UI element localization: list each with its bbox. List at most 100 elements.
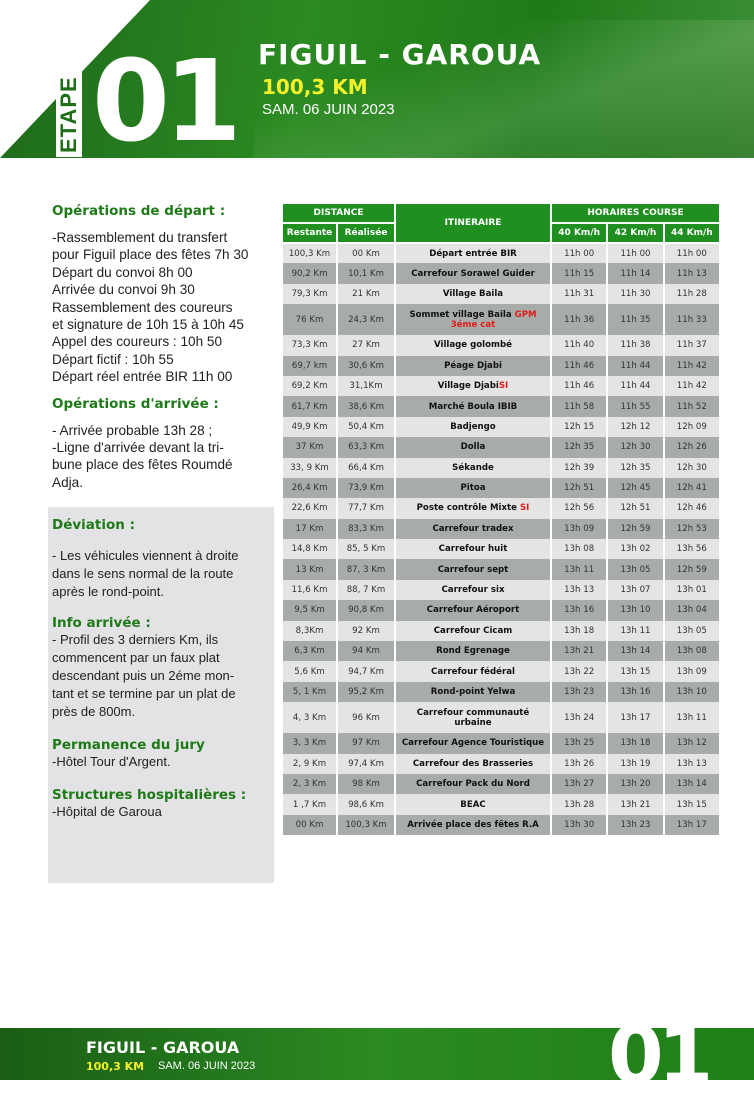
realisee-cell: 27 Km xyxy=(336,335,396,356)
time-40-cell: 13h 09 xyxy=(549,518,609,540)
time-42-cell: 13h 11 xyxy=(606,620,665,642)
time-44-cell: 12h 46 xyxy=(662,498,722,519)
time-42-cell: 13h 23 xyxy=(606,814,665,836)
time-42-cell: 11h 55 xyxy=(606,396,665,417)
realisee-cell: 88, 7 Km xyxy=(336,579,396,601)
place-name: Dolla xyxy=(460,442,486,453)
footer-distance: 100,3 KM xyxy=(86,1060,145,1073)
table-row: 79,3 Km 21 Km Village Baila 11h 31 11h 30 11h… xyxy=(281,283,722,305)
itineraire-cell: Carrefour des Brasseries xyxy=(394,753,552,774)
distance-header: DISTANCE xyxy=(281,202,396,224)
place-name: Rond-point Yelwa xyxy=(430,687,516,697)
time-44-cell: 11h 33 xyxy=(662,304,722,336)
time-40-cell: 13h 22 xyxy=(549,661,609,682)
restante-cell: 3, 3 Km xyxy=(281,733,338,754)
restante-cell: 61,7 Km xyxy=(281,396,338,417)
time-42-cell: 11h 44 xyxy=(606,355,665,376)
time-40-cell: 11h 31 xyxy=(549,283,609,305)
time-40-cell: 13h 11 xyxy=(549,559,609,580)
realisee-cell: 50,4 Km xyxy=(336,416,396,438)
time-44-cell: 12h 30 xyxy=(662,457,722,478)
place-name: Marché Boula IBIB xyxy=(428,401,518,412)
place-name: BEAC xyxy=(460,799,486,810)
time-44-cell: 11h 42 xyxy=(662,375,722,397)
realisee-header: Réalisée xyxy=(336,222,396,244)
restante-cell: 69,2 Km xyxy=(281,375,338,397)
place-name: Carrefour Cicam xyxy=(433,625,513,636)
table-row: 6,3 Km 94 Km Rond Egrenage 13h 21 13h 14 13h … xyxy=(281,641,722,662)
restante-cell: 17 Km xyxy=(281,518,338,540)
restante-cell: 11,6 Km xyxy=(281,579,338,601)
time-42-cell: 13h 14 xyxy=(606,641,665,662)
time-42-cell: 13h 16 xyxy=(606,681,665,703)
time-40-cell: 11h 46 xyxy=(549,375,609,397)
time-42-cell: 13h 17 xyxy=(606,702,665,734)
itineraire-cell: Carrefour Pack du Nord xyxy=(394,773,552,795)
footer-banner: FIGUIL - GAROUA 100,3 KM SAM. 06 JUIN 20… xyxy=(0,1016,754,1096)
table-row: 2, 9 Km 97,4 Km Carrefour des Brasseries 13… xyxy=(281,753,722,774)
place-name: Village Djabi xyxy=(437,381,499,392)
footer-stage-number: 01 xyxy=(608,1009,713,1102)
stage-distance: 100,3 KM xyxy=(262,75,368,99)
time-42-cell: 12h 59 xyxy=(606,518,665,540)
itineraire-cell: Carrefour Cicam xyxy=(394,620,552,642)
time-42-cell: 13h 05 xyxy=(606,559,665,580)
table-row: 5, 1 Km 95,2 Km Rond-point Yelwa 13h 23 13h … xyxy=(281,681,722,703)
time-44-cell: 11h 00 xyxy=(662,243,722,264)
table-row: 14,8 Km 85, 5 Km Carrefour huit 13h 08 13h 0… xyxy=(281,539,722,560)
table-row: 100,3 Km 00 Km Départ entrée BIR 11h 00 11h … xyxy=(281,243,722,264)
time-42-cell: 11h 38 xyxy=(606,335,665,356)
table-row: 33, 9 Km 66,4 Km Sékande 12h 39 12h 35 12h 30 xyxy=(281,457,722,478)
time-40-cell: 11h 58 xyxy=(549,396,609,417)
place-name: Carrefour Sorawel Guider xyxy=(411,268,535,279)
realisee-cell: 83,3 Km xyxy=(336,518,396,540)
realisee-cell: 24,3 Km xyxy=(336,304,396,336)
time-42-cell: 12h 12 xyxy=(606,416,665,438)
table-row: 26,4 Km 73,9 Km Pitoa 12h 51 12h 45 12h 41 xyxy=(281,477,722,499)
time-40-cell: 13h 28 xyxy=(549,794,609,815)
time-40-cell: 12h 35 xyxy=(549,437,609,458)
time-40-cell: 12h 39 xyxy=(549,457,609,478)
itineraire-cell: Marché Boula IBIB xyxy=(394,396,552,417)
place-name: Carrefour six xyxy=(441,585,505,596)
time-44-cell: 11h 28 xyxy=(662,283,722,305)
time-40-cell: 11h 46 xyxy=(549,355,609,376)
realisee-cell: 66,4 Km xyxy=(336,457,396,478)
speed-42-header: 42 Km/h xyxy=(606,222,665,244)
table-row: 90,2 Km 10,1 Km Carrefour Sorawel Guider 11… xyxy=(281,263,722,284)
itineraire-cell: Carrefour communauté urbaine xyxy=(394,702,552,734)
place-name: Départ entrée BIR xyxy=(429,248,517,259)
itineraire-cell: Sommet village Baila GPM 3éme cat xyxy=(394,304,552,336)
jury-title: Permanence du jury xyxy=(52,737,205,753)
table-row: 3, 3 Km 97 Km Carrefour Agence Touristique… xyxy=(281,733,722,754)
stage-date: SAM. 06 JUIN 2023 xyxy=(262,101,395,118)
time-44-cell: 13h 14 xyxy=(662,773,722,795)
time-44-cell: 13h 15 xyxy=(662,794,722,815)
time-42-cell: 11h 35 xyxy=(606,304,665,336)
time-42-cell: 11h 30 xyxy=(606,283,665,305)
restante-cell: 33, 9 Km xyxy=(281,457,338,478)
itineraire-cell: Carrefour Sorawel Guider xyxy=(394,263,552,284)
realisee-cell: 73,9 Km xyxy=(336,477,396,499)
time-40-cell: 11h 15 xyxy=(549,263,609,284)
table-row: 69,7 km 30,6 Km Péage Djabi 11h 46 11h 44 11h… xyxy=(281,355,722,376)
time-42-cell: 13h 21 xyxy=(606,794,665,815)
place-name: Village golombé xyxy=(434,340,512,351)
realisee-cell: 98,6 Km xyxy=(336,794,396,815)
time-44-cell: 13h 01 xyxy=(662,579,722,601)
time-40-cell: 12h 15 xyxy=(549,416,609,438)
time-44-cell: 12h 53 xyxy=(662,518,722,540)
time-42-cell: 13h 19 xyxy=(606,753,665,774)
place-name: Carrefour Aéroport xyxy=(426,605,520,616)
realisee-cell: 94 Km xyxy=(336,641,396,662)
itineraire-cell: Rond Egrenage xyxy=(394,641,552,662)
time-44-cell: 12h 41 xyxy=(662,477,722,499)
time-44-cell: 13h 11 xyxy=(662,702,722,734)
realisee-cell: 21 Km xyxy=(336,283,396,305)
place-name: Carrefour huit xyxy=(438,544,508,555)
table-row: 11,6 Km 88, 7 Km Carrefour six 13h 13 13h 07… xyxy=(281,579,722,601)
table-row: 4, 3 Km 96 Km Carrefour communauté urbaine… xyxy=(281,702,722,734)
time-40-cell: 13h 25 xyxy=(549,733,609,754)
time-42-cell: 13h 18 xyxy=(606,733,665,754)
place-tag: SI xyxy=(519,503,530,514)
